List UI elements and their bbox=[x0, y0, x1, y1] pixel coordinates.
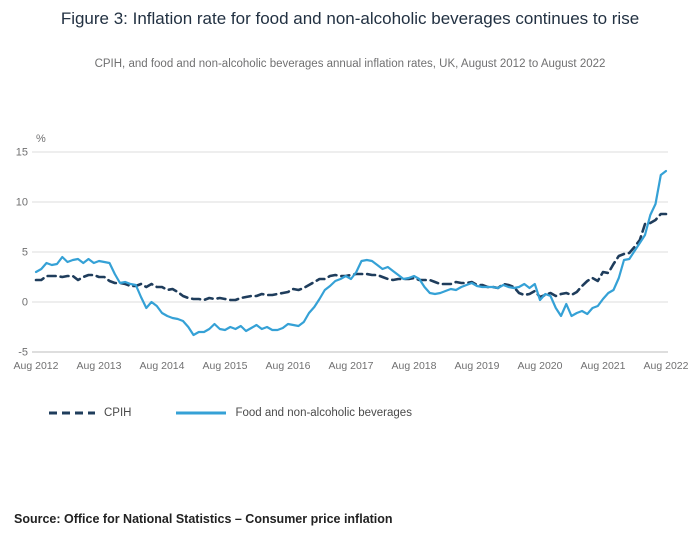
y-tick-label: 0 bbox=[22, 297, 28, 309]
x-tick-label: Aug 2012 bbox=[14, 360, 59, 372]
x-tick-label: Aug 2020 bbox=[518, 360, 563, 372]
chart-subtitle: CPIH, and food and non-alcoholic beverag… bbox=[94, 58, 606, 70]
chart-legend: CPIH Food and non-alcoholic beverages bbox=[48, 407, 412, 419]
legend-label-cpih: CPIH bbox=[104, 407, 132, 419]
chart-svg: -5 0 5 10 15% Aug 2012 Aug 2013 Aug 2014 Aug 201… bbox=[14, 133, 689, 372]
legend-item-food: Food and non-alcoholic beverages bbox=[175, 407, 412, 419]
legend-item-cpih: CPIH bbox=[48, 407, 131, 419]
cpih-dashed-line-icon bbox=[49, 411, 95, 415]
y-tick-label: 5 bbox=[22, 247, 28, 259]
x-tick-label: Aug 2015 bbox=[203, 360, 248, 372]
y-axis-unit-label: % bbox=[36, 133, 46, 145]
y-tick-label: 10 bbox=[16, 197, 28, 209]
food-solid-line-icon bbox=[176, 411, 227, 415]
x-tick-label: Aug 2019 bbox=[455, 360, 500, 372]
y-tick-label: -5 bbox=[18, 347, 28, 359]
x-tick-label: Aug 2016 bbox=[266, 360, 311, 372]
legend-label-food: Food and non-alcoholic beverages bbox=[235, 407, 412, 419]
x-tick-label: Aug 2021 bbox=[581, 360, 626, 372]
x-tick-label: Aug 2022 bbox=[644, 360, 689, 372]
series-line-1 bbox=[34, 169, 668, 337]
chart-title: Figure 3: Inflation rate for food and no… bbox=[60, 9, 640, 28]
source-text: Source: Office for National Statistics –… bbox=[14, 512, 393, 526]
x-tick-label: Aug 2017 bbox=[329, 360, 374, 372]
series-line-0 bbox=[34, 212, 668, 302]
y-tick-label: 15 bbox=[16, 147, 28, 159]
x-tick-label: Aug 2013 bbox=[77, 360, 122, 372]
x-tick-label: Aug 2014 bbox=[140, 360, 185, 372]
x-tick-label: Aug 2018 bbox=[392, 360, 437, 372]
